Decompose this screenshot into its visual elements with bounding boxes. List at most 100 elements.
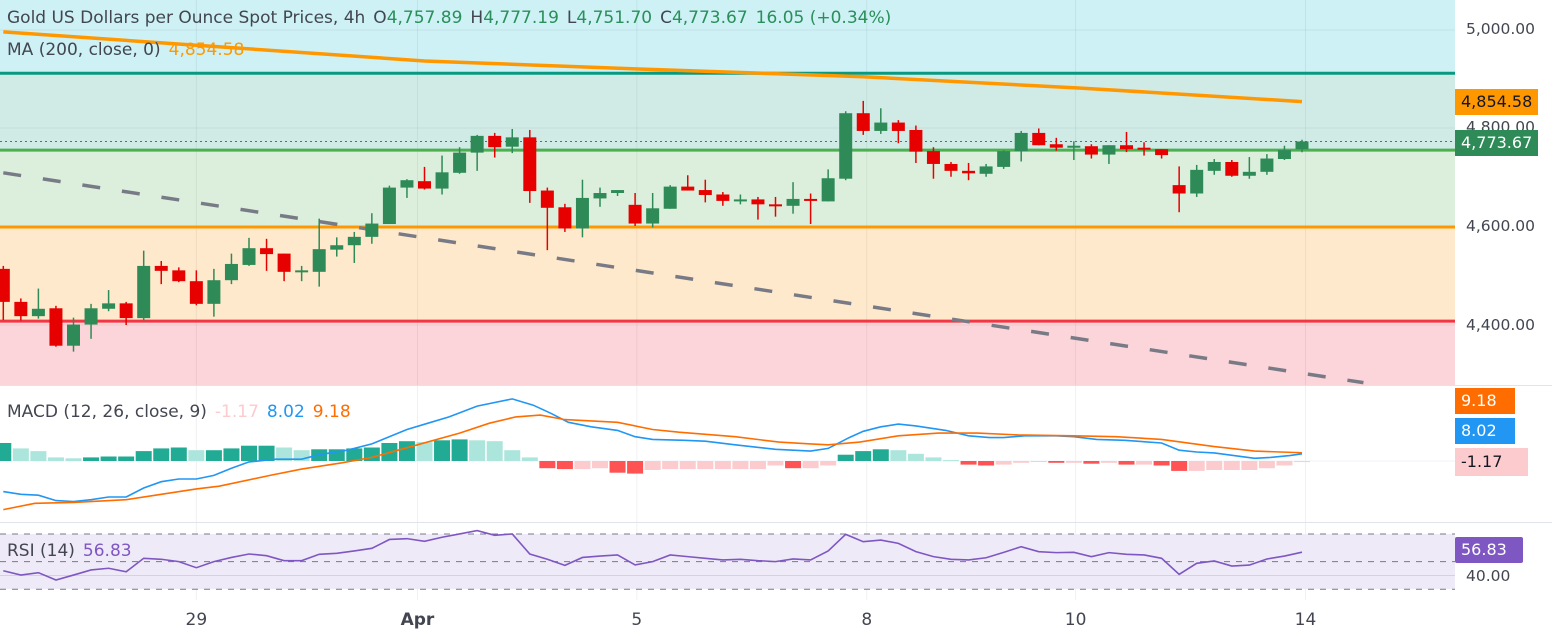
candle-body (224, 263, 238, 281)
candle (1014, 130, 1028, 162)
macd-histogram-bar (872, 449, 889, 461)
candle-body (856, 113, 870, 131)
macd-histogram-bar (539, 461, 556, 469)
time-tick-label: 10 (1064, 610, 1087, 630)
candle (1260, 154, 1274, 175)
candle-body (558, 207, 572, 229)
macd-histogram-bar (135, 451, 152, 461)
candle (330, 237, 344, 257)
candle (49, 305, 63, 347)
macd-histogram-bar (609, 461, 626, 473)
macd-signal-value: 9.18 (312, 402, 351, 422)
candle-body (593, 193, 607, 199)
price-zone (0, 150, 1455, 227)
candle-body (1207, 161, 1221, 171)
ma-200-line (3, 30, 1303, 104)
candle (821, 169, 835, 202)
macd-histogram-bar (241, 445, 257, 461)
candle (400, 179, 414, 198)
candle-body (1067, 145, 1081, 148)
rsi-legend[interactable]: RSI (14) 56.83 (7, 541, 140, 561)
trend-line (3, 171, 1364, 385)
candle-body (470, 135, 484, 153)
open-number: 4,757.89 (386, 8, 463, 28)
macd-histogram-bar (767, 461, 784, 466)
candle-body (1014, 132, 1028, 152)
macd-histogram-bar (469, 440, 486, 461)
macd-histogram-bar (276, 447, 293, 461)
macd-hist-tag: -1.17 (1455, 448, 1529, 476)
time-tick-label: 8 (861, 610, 873, 630)
candle-body (365, 223, 379, 237)
candle (769, 196, 782, 217)
candle (84, 303, 98, 339)
candle (1137, 142, 1151, 156)
candle-body (1225, 161, 1239, 176)
candle (751, 196, 765, 220)
ma-legend-label: MA (200, close, 0) (7, 40, 161, 60)
candle-body (804, 198, 818, 201)
candle-body (154, 265, 168, 271)
low-label: L (566, 8, 577, 28)
macd-legend[interactable]: MACD (12, 26, close, 9) -1.17 8.02 9.18 (7, 402, 359, 422)
macd-histogram-bar (785, 461, 802, 469)
macd-histogram-bar (1013, 461, 1030, 463)
ma-price-tag: 4,854.58 (1455, 89, 1539, 115)
candle-body (295, 270, 309, 273)
high-number: 4,777.19 (483, 8, 559, 28)
macd-histogram-bar (100, 456, 117, 461)
candle-body (0, 268, 10, 302)
candle-body (1084, 146, 1098, 155)
macd-histogram-bar (697, 461, 714, 470)
macd-histogram-bar (714, 461, 731, 470)
candle (663, 185, 677, 209)
macd-histogram-bar (1276, 461, 1293, 466)
candle (558, 203, 572, 232)
macd-histogram-bar (83, 457, 100, 461)
candle-body (786, 198, 800, 206)
last-price-tag: 4,773.67 (1455, 130, 1539, 156)
candle-body (31, 308, 45, 317)
rsi-line (3, 529, 1303, 581)
candle-body (1172, 185, 1186, 194)
candle (979, 163, 993, 177)
candle (909, 125, 923, 163)
ma-legend[interactable]: MA (200, close, 0) 4,854.58 (7, 40, 252, 60)
macd-histogram-bar (1100, 461, 1117, 463)
candle-body (137, 265, 151, 319)
macd-histogram-bar (679, 461, 696, 470)
candle (1032, 128, 1046, 146)
macd-histogram-bar (960, 461, 977, 465)
candle-body (944, 163, 958, 171)
macd-histogram-bar (890, 450, 907, 461)
candle-body (242, 248, 256, 265)
candle (839, 111, 853, 181)
candle (1225, 160, 1239, 177)
candle (593, 187, 607, 207)
candle-body (1032, 132, 1046, 146)
high-label: H (470, 8, 484, 28)
macd-histogram-bar (118, 456, 135, 461)
candle (172, 267, 186, 283)
candle (242, 237, 256, 266)
macd-histogram-bar (1065, 461, 1082, 463)
rsi-tick-40: 40.00 (1466, 567, 1511, 585)
candle-body (681, 186, 695, 191)
open-value: O4,757.89 (373, 8, 462, 28)
candle-body (1242, 171, 1256, 176)
close-number: 4,773.67 (671, 8, 748, 28)
candle (1084, 144, 1098, 159)
candle-body (1155, 149, 1169, 156)
candle (365, 213, 379, 244)
candle-body (769, 204, 782, 207)
candle (312, 218, 326, 287)
candle-body (67, 324, 80, 346)
candle (382, 185, 396, 225)
candle (1102, 145, 1116, 164)
time-tick-label: Apr (400, 610, 435, 630)
candle-body (102, 303, 116, 309)
macd-histogram-bar (1258, 461, 1275, 469)
macd-histogram-bar (521, 457, 538, 461)
ma-legend-value: 4,854.58 (168, 40, 245, 60)
